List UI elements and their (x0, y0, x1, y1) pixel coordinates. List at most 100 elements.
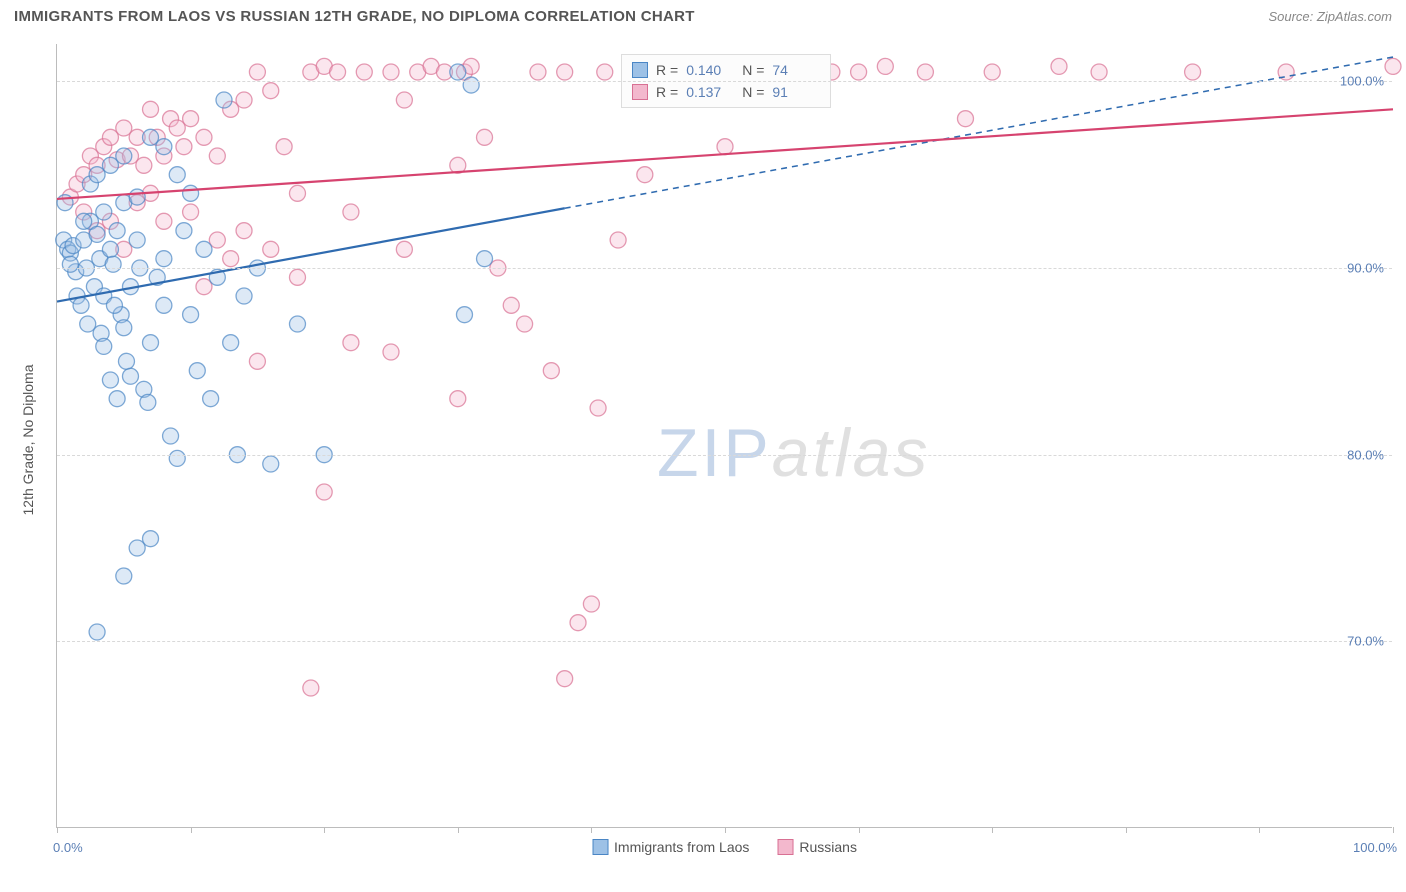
data-point (109, 223, 125, 239)
data-point (396, 92, 412, 108)
data-point (530, 64, 546, 80)
data-point (610, 232, 626, 248)
data-point (236, 288, 252, 304)
data-point (383, 344, 399, 360)
data-point (249, 353, 265, 369)
stats-row-laos: R = 0.140 N = 74 (632, 59, 820, 81)
data-point (89, 226, 105, 242)
x-tick (1126, 827, 1127, 833)
data-point (249, 64, 265, 80)
data-point (156, 213, 172, 229)
data-point (89, 624, 105, 640)
data-point (557, 671, 573, 687)
data-point (122, 368, 138, 384)
data-point (463, 77, 479, 93)
data-point (450, 64, 466, 80)
data-point (96, 338, 112, 354)
trend-line (57, 109, 1393, 199)
data-point (543, 363, 559, 379)
gridline (57, 81, 1392, 82)
data-point (263, 83, 279, 99)
x-tick (458, 827, 459, 833)
data-point (116, 148, 132, 164)
data-point (169, 167, 185, 183)
x-tick (1259, 827, 1260, 833)
data-point (717, 139, 733, 155)
data-point (183, 307, 199, 323)
data-point (1051, 58, 1067, 74)
x-tick-label: 0.0% (53, 840, 83, 855)
data-point (957, 111, 973, 127)
data-point (590, 400, 606, 416)
data-point (183, 111, 199, 127)
data-point (1091, 64, 1107, 80)
data-point (105, 256, 121, 272)
gridline (57, 268, 1392, 269)
data-point (183, 185, 199, 201)
data-point (76, 213, 92, 229)
data-point (343, 204, 359, 220)
data-point (383, 64, 399, 80)
data-point (129, 189, 145, 205)
data-point (129, 232, 145, 248)
data-point (189, 363, 205, 379)
swatch-russians-icon (777, 839, 793, 855)
data-point (116, 320, 132, 336)
data-point (136, 157, 152, 173)
data-point (140, 394, 156, 410)
data-point (109, 391, 125, 407)
swatch-laos-icon (592, 839, 608, 855)
data-point (106, 297, 122, 313)
data-point (343, 335, 359, 351)
data-point (450, 391, 466, 407)
data-point (143, 335, 159, 351)
chart-title: IMMIGRANTS FROM LAOS VS RUSSIAN 12TH GRA… (14, 8, 695, 25)
data-point (517, 316, 533, 332)
source-attribution: Source: ZipAtlas.com (1268, 9, 1392, 24)
plot-area: ZIPatlas R = 0.140 N = 74 R = 0.137 N = … (56, 44, 1392, 828)
data-point (984, 64, 1000, 80)
data-point (570, 615, 586, 631)
data-point (917, 64, 933, 80)
data-point (263, 456, 279, 472)
x-tick (191, 827, 192, 833)
data-point (96, 204, 112, 220)
data-point (143, 101, 159, 117)
data-point (143, 531, 159, 547)
data-point (583, 596, 599, 612)
data-point (183, 204, 199, 220)
data-point (263, 241, 279, 257)
stats-row-russians: R = 0.137 N = 91 (632, 81, 820, 103)
data-point (289, 269, 305, 285)
data-point (1185, 64, 1201, 80)
data-point (176, 139, 192, 155)
header: IMMIGRANTS FROM LAOS VS RUSSIAN 12TH GRA… (0, 0, 1406, 31)
data-point (62, 256, 78, 272)
data-point (477, 129, 493, 145)
y-tick-label: 90.0% (1347, 261, 1384, 276)
data-point (102, 241, 118, 257)
data-point (316, 484, 332, 500)
x-tick (57, 827, 58, 833)
data-point (877, 58, 893, 74)
x-tick (324, 827, 325, 833)
data-point (637, 167, 653, 183)
data-point (289, 185, 305, 201)
data-point (557, 64, 573, 80)
legend-label-russians: Russians (799, 839, 857, 855)
x-tick (591, 827, 592, 833)
y-tick-label: 100.0% (1340, 74, 1384, 89)
y-axis-title: 12th Grade, No Diploma (20, 365, 36, 516)
data-point (196, 241, 212, 257)
data-point (216, 92, 232, 108)
data-point (289, 316, 305, 332)
data-point (396, 241, 412, 257)
data-point (1385, 58, 1401, 74)
data-point (851, 64, 867, 80)
x-tick (992, 827, 993, 833)
data-point (156, 139, 172, 155)
data-point (456, 307, 472, 323)
data-point (597, 64, 613, 80)
x-tick-label: 100.0% (1353, 840, 1397, 855)
swatch-russians (632, 84, 648, 100)
